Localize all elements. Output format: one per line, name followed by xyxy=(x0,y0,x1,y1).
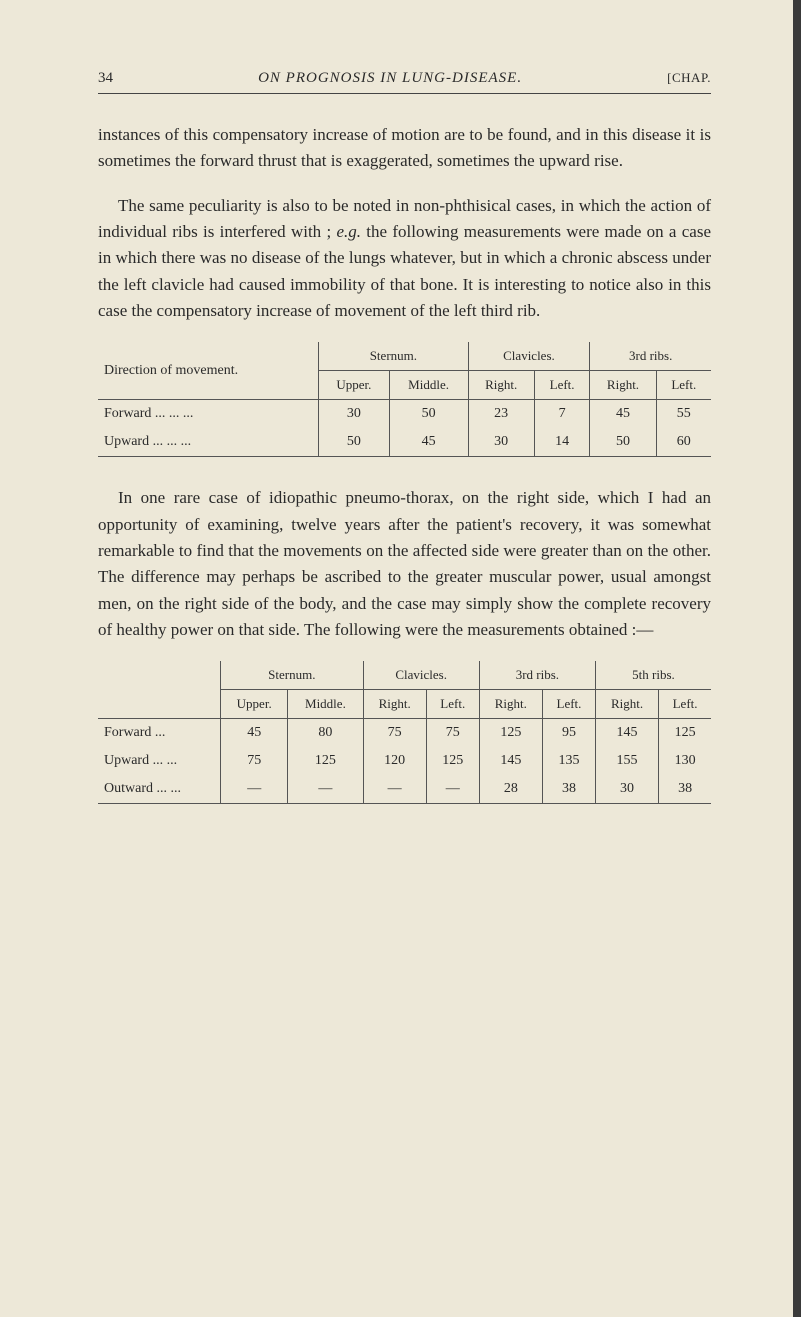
t2-r1-v1: 125 xyxy=(288,747,363,775)
t2-r0-v7: 125 xyxy=(659,719,711,748)
page-number: 34 xyxy=(98,70,113,87)
t2-r2-label: Outward ... ... xyxy=(98,775,221,804)
t2-r0-label: Forward ... xyxy=(98,719,221,748)
t2-group-3rdribs: 3rd ribs. xyxy=(479,661,595,690)
paragraph-2: The same peculiarity is also to be noted… xyxy=(98,193,711,325)
t2-r1-label: Upward ... ... xyxy=(98,747,221,775)
t1-r1-v5: 60 xyxy=(656,428,711,457)
t2-sub-3: Left. xyxy=(426,690,479,719)
t2-r1-v5: 135 xyxy=(542,747,595,775)
t1-direction-header: Direction of movement. xyxy=(98,342,319,400)
t2-sub-1: Middle. xyxy=(288,690,363,719)
t2-r2-v3: — xyxy=(426,775,479,804)
t1-group-3rdribs: 3rd ribs. xyxy=(590,342,711,371)
t1-r1-v2: 30 xyxy=(468,428,534,457)
t2-r0-v0: 45 xyxy=(221,719,288,748)
t1-r0-v1: 50 xyxy=(389,400,468,429)
t2-r1-v0: 75 xyxy=(221,747,288,775)
t1-r1-v1: 45 xyxy=(389,428,468,457)
t1-r0-v5: 55 xyxy=(656,400,711,429)
header-rule xyxy=(98,93,711,94)
t1-r1-v3: 14 xyxy=(534,428,590,457)
t2-r0-v5: 95 xyxy=(542,719,595,748)
t2-sub-5: Left. xyxy=(542,690,595,719)
t1-sub-upper: Upper. xyxy=(319,371,389,400)
t2-r0-v1: 80 xyxy=(288,719,363,748)
t2-group-sternum: Sternum. xyxy=(221,661,363,690)
t2-r2-v4: 28 xyxy=(479,775,542,804)
t1-r0-v2: 23 xyxy=(468,400,534,429)
t1-sub-left1: Left. xyxy=(534,371,590,400)
t1-r0-v4: 45 xyxy=(590,400,656,429)
t1-r1-v0: 50 xyxy=(319,428,389,457)
page-edge-shadow xyxy=(793,0,801,1317)
t2-r1-v6: 155 xyxy=(595,747,658,775)
t1-r0-label: Forward ... ... ... xyxy=(98,400,319,429)
table-row: Forward ... 45 80 75 75 125 95 145 125 xyxy=(98,719,711,748)
para2-eg: e.g. xyxy=(336,222,361,241)
t2-r1-v4: 145 xyxy=(479,747,542,775)
t2-r0-v2: 75 xyxy=(363,719,426,748)
table-row: Upward ... ... 75 125 120 125 145 135 15… xyxy=(98,747,711,775)
table-row: Forward ... ... ... 30 50 23 7 45 55 xyxy=(98,400,711,429)
t1-r0-v0: 30 xyxy=(319,400,389,429)
t2-r0-v3: 75 xyxy=(426,719,479,748)
t2-sub-6: Right. xyxy=(595,690,658,719)
paragraph-3: In one rare case of idiopathic pneumo-th… xyxy=(98,485,711,643)
t2-group-5thribs: 5th ribs. xyxy=(595,661,711,690)
t2-blank-header xyxy=(98,661,221,719)
running-title: ON PROGNOSIS IN LUNG-DISEASE. xyxy=(258,70,522,87)
t1-r1-v4: 50 xyxy=(590,428,656,457)
t2-r1-v2: 120 xyxy=(363,747,426,775)
t2-sub-0: Upper. xyxy=(221,690,288,719)
t1-sub-middle: Middle. xyxy=(389,371,468,400)
measurements-table-1: Direction of movement. Sternum. Clavicle… xyxy=(98,342,711,457)
t1-sub-right1: Right. xyxy=(468,371,534,400)
paragraph-1: instances of this compensatory increase … xyxy=(98,122,711,175)
t1-sub-right2: Right. xyxy=(590,371,656,400)
t2-r2-v7: 38 xyxy=(659,775,711,804)
t1-r1-label: Upward ... ... ... xyxy=(98,428,319,457)
t1-sub-left2: Left. xyxy=(656,371,711,400)
t2-r1-v7: 130 xyxy=(659,747,711,775)
t2-r2-v6: 30 xyxy=(595,775,658,804)
table-row: Outward ... ... — — — — 28 38 30 38 xyxy=(98,775,711,804)
t2-sub-4: Right. xyxy=(479,690,542,719)
t2-sub-2: Right. xyxy=(363,690,426,719)
table-row: Upward ... ... ... 50 45 30 14 50 60 xyxy=(98,428,711,457)
page-header: 34 ON PROGNOSIS IN LUNG-DISEASE. [CHAP. xyxy=(98,70,711,87)
t2-r2-v5: 38 xyxy=(542,775,595,804)
t1-r0-v3: 7 xyxy=(534,400,590,429)
t2-r2-v2: — xyxy=(363,775,426,804)
t2-sub-7: Left. xyxy=(659,690,711,719)
measurements-table-2: Sternum. Clavicles. 3rd ribs. 5th ribs. … xyxy=(98,661,711,804)
t2-r2-v0: — xyxy=(221,775,288,804)
t2-group-clavicles: Clavicles. xyxy=(363,661,479,690)
chapter-label: [CHAP. xyxy=(667,70,711,86)
t2-r0-v4: 125 xyxy=(479,719,542,748)
t1-group-sternum: Sternum. xyxy=(319,342,468,371)
t2-r0-v6: 145 xyxy=(595,719,658,748)
t2-r1-v3: 125 xyxy=(426,747,479,775)
t1-group-clavicles: Clavicles. xyxy=(468,342,590,371)
t2-r2-v1: — xyxy=(288,775,363,804)
